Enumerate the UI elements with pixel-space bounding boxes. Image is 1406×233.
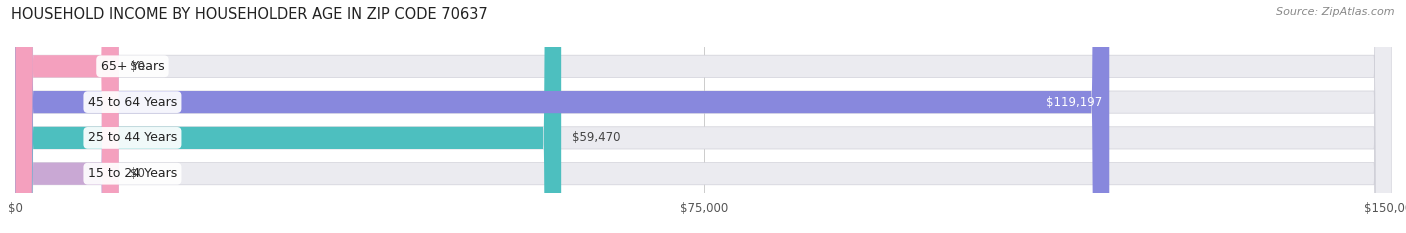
Text: 45 to 64 Years: 45 to 64 Years [87, 96, 177, 109]
FancyBboxPatch shape [15, 0, 1109, 233]
Text: $119,197: $119,197 [1046, 96, 1102, 109]
Text: $0: $0 [129, 60, 145, 73]
Text: 25 to 44 Years: 25 to 44 Years [87, 131, 177, 144]
FancyBboxPatch shape [15, 0, 561, 233]
FancyBboxPatch shape [15, 0, 1392, 233]
Text: HOUSEHOLD INCOME BY HOUSEHOLDER AGE IN ZIP CODE 70637: HOUSEHOLD INCOME BY HOUSEHOLDER AGE IN Z… [11, 7, 488, 22]
FancyBboxPatch shape [15, 0, 118, 233]
FancyBboxPatch shape [15, 0, 1392, 233]
Text: 15 to 24 Years: 15 to 24 Years [87, 167, 177, 180]
FancyBboxPatch shape [15, 0, 118, 233]
Text: Source: ZipAtlas.com: Source: ZipAtlas.com [1277, 7, 1395, 17]
FancyBboxPatch shape [15, 0, 1392, 233]
FancyBboxPatch shape [15, 0, 1392, 233]
Text: $59,470: $59,470 [572, 131, 620, 144]
Text: $0: $0 [129, 167, 145, 180]
Text: 65+ Years: 65+ Years [101, 60, 165, 73]
